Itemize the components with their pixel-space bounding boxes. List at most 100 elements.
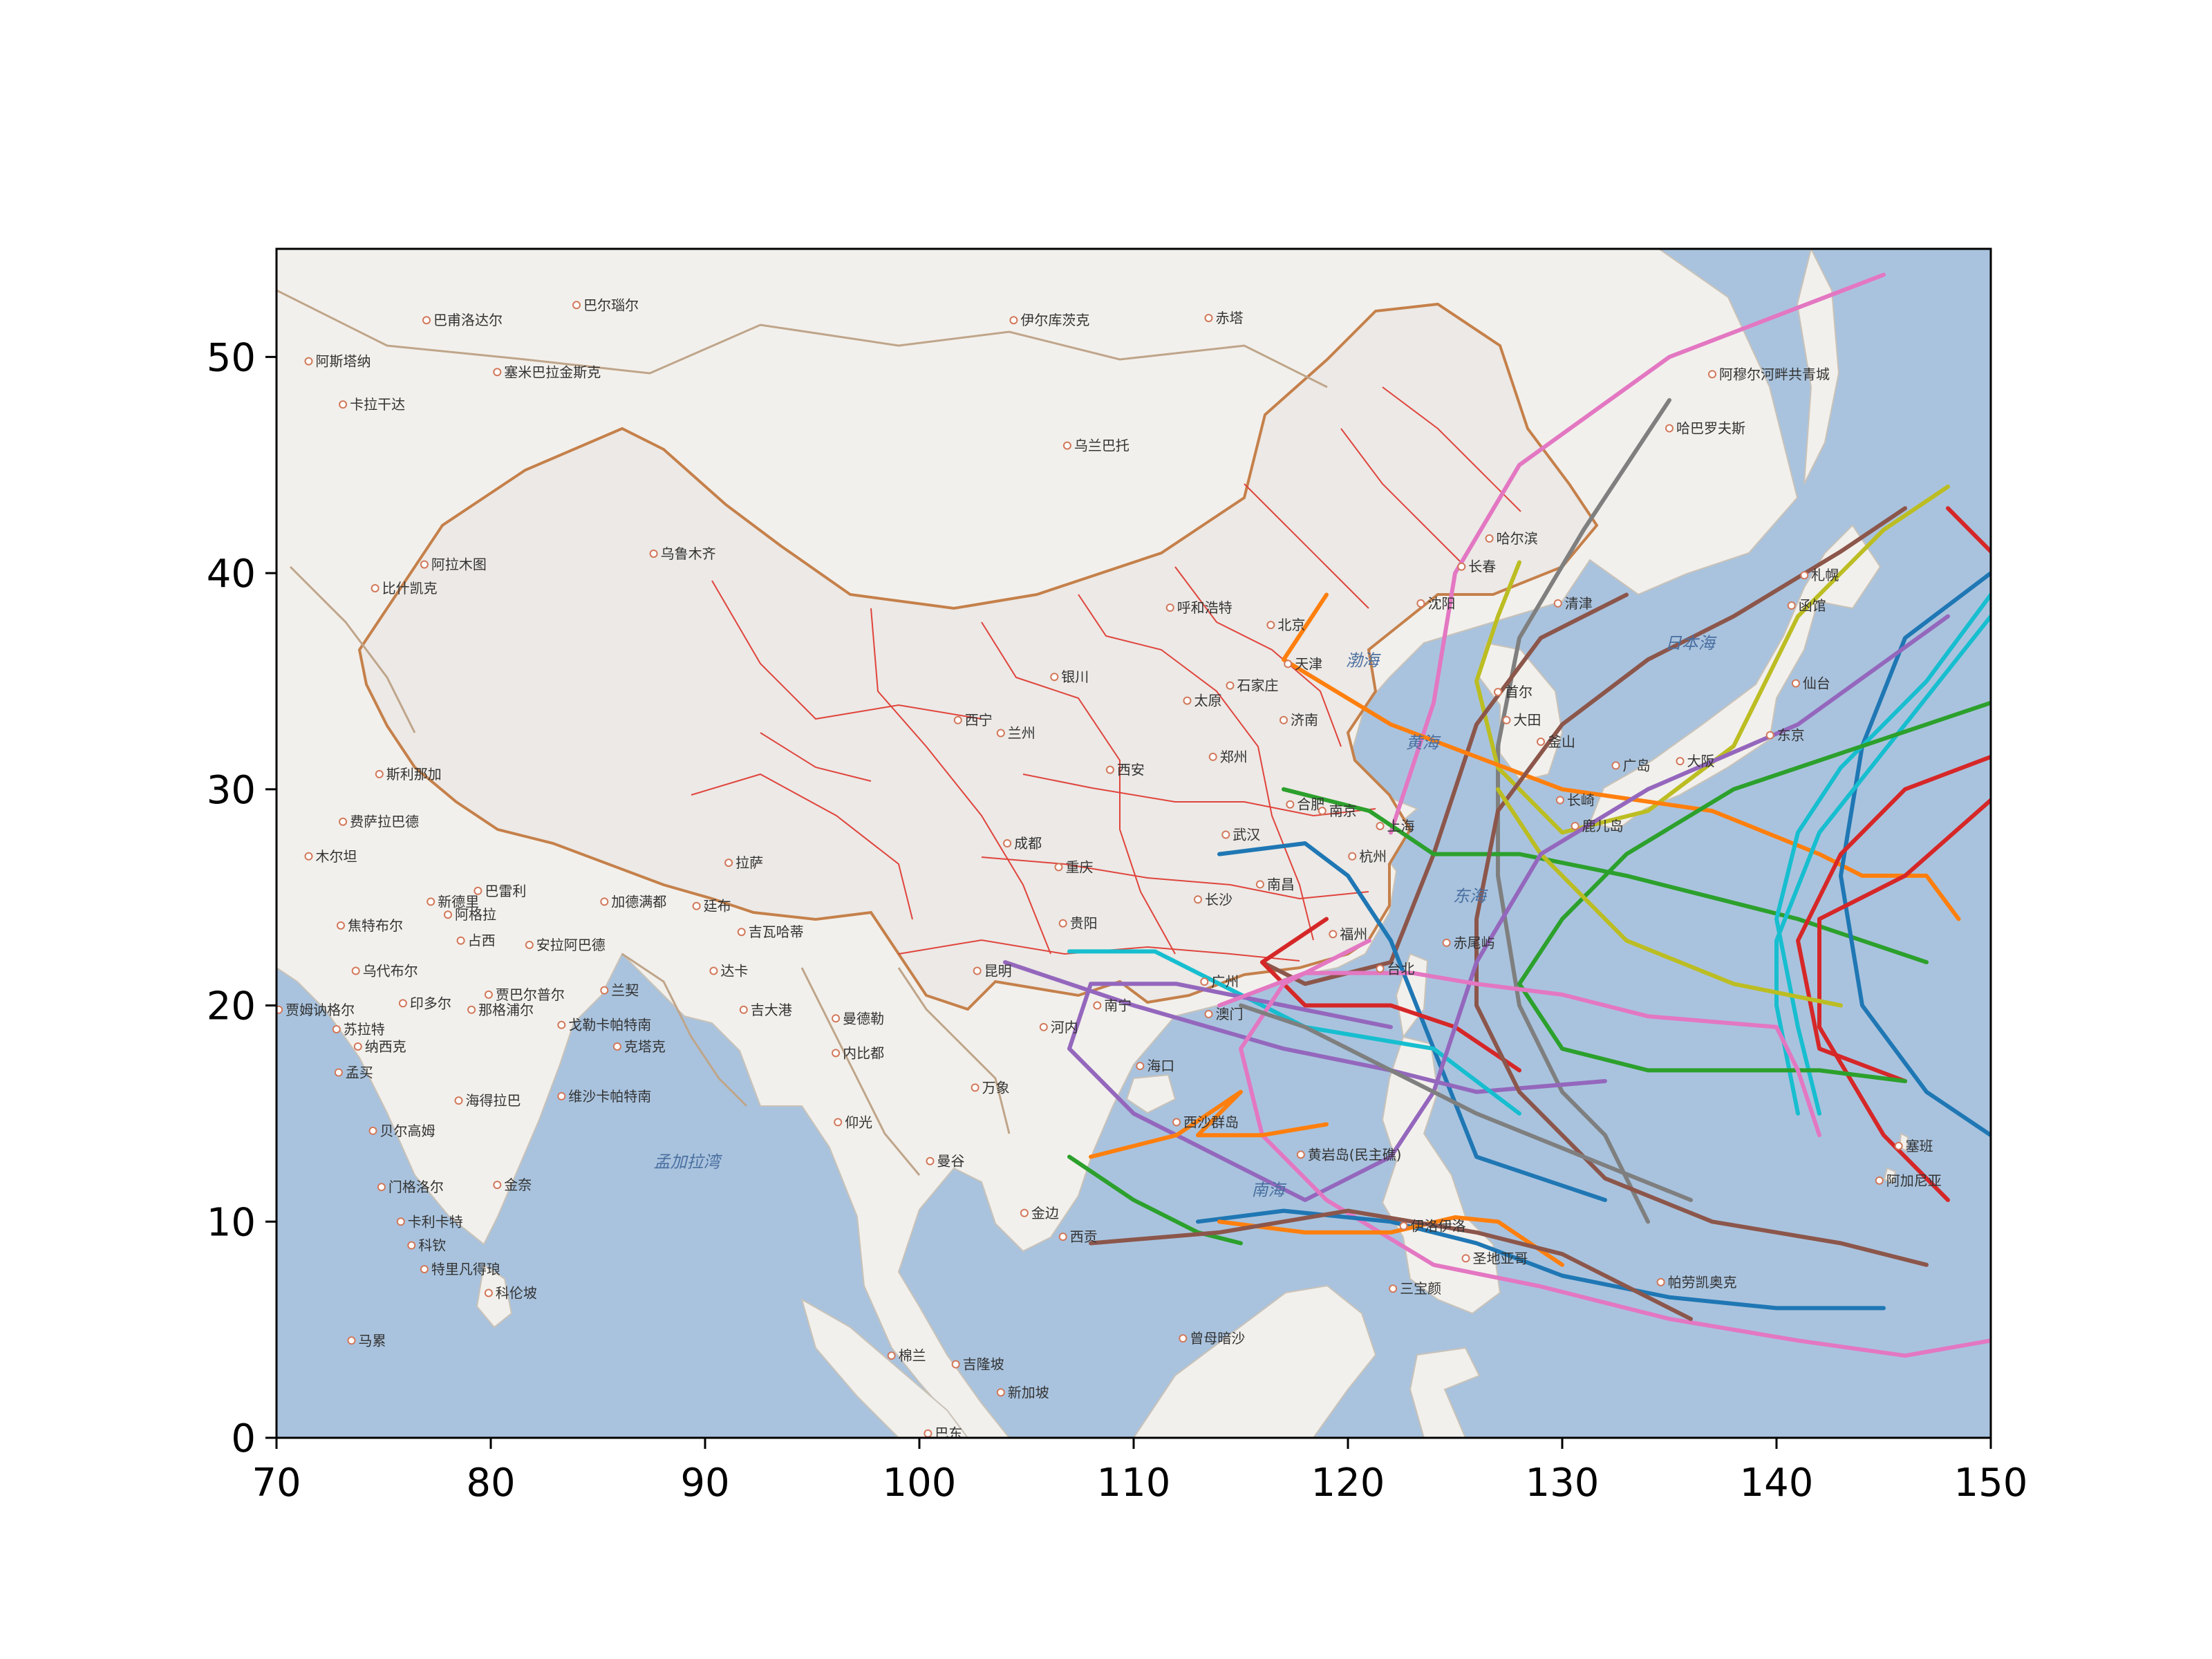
city-label: 乌代布尔 bbox=[363, 963, 418, 980]
city-label: 伊洛伊洛 bbox=[1411, 1218, 1466, 1235]
typhoon-track-9 bbox=[1067, 949, 1521, 1116]
city-marker bbox=[371, 583, 379, 592]
x-axis: 70 80 90 100 110 120 130 140 150 bbox=[252, 1438, 2027, 1506]
typhoon-track-10 bbox=[1260, 917, 1521, 1073]
city-label: 马累 bbox=[359, 1332, 386, 1349]
city-marker bbox=[973, 966, 982, 975]
city-marker bbox=[1318, 807, 1327, 816]
city-label: 金奈 bbox=[504, 1177, 532, 1193]
typhoon-track-1 bbox=[1389, 272, 1886, 835]
city-label: 内比都 bbox=[843, 1044, 884, 1061]
city-label: 南昌 bbox=[1267, 876, 1295, 892]
city-label: 科钦 bbox=[418, 1237, 446, 1254]
city-label: 廷布 bbox=[704, 898, 731, 915]
city-label: 台北 bbox=[1387, 960, 1415, 977]
city-marker bbox=[1329, 930, 1338, 939]
city-marker bbox=[1461, 1254, 1470, 1263]
city-marker bbox=[339, 400, 348, 409]
city-label: 广岛 bbox=[1623, 757, 1651, 774]
city-marker bbox=[649, 549, 658, 558]
philippines-landmass bbox=[1381, 1035, 1501, 1315]
city-marker bbox=[1221, 830, 1230, 839]
sea-label: 南海 bbox=[1252, 1181, 1287, 1200]
city-label: 加德满都 bbox=[611, 893, 666, 910]
city-marker bbox=[1208, 752, 1217, 761]
city-marker bbox=[1894, 1141, 1903, 1150]
typhoon-track-28 bbox=[1239, 1003, 1693, 1202]
city-marker bbox=[834, 1118, 843, 1127]
city-label: 西安 bbox=[1117, 762, 1145, 778]
city-label: 昆明 bbox=[984, 963, 1012, 980]
typhoon-track-11 bbox=[1839, 571, 1991, 1138]
typhoon-track-17 bbox=[1517, 700, 1991, 1083]
city-marker bbox=[1194, 895, 1202, 904]
city-label: 函馆 bbox=[1799, 597, 1826, 614]
city-marker bbox=[396, 1217, 405, 1226]
city-marker bbox=[1165, 603, 1174, 612]
city-marker bbox=[692, 901, 701, 910]
city-marker bbox=[398, 999, 407, 1008]
city-label: 维沙卡帕特南 bbox=[568, 1088, 651, 1105]
typhoon-track-3 bbox=[1474, 485, 1950, 835]
city-marker bbox=[1200, 977, 1209, 986]
city-marker bbox=[1800, 571, 1809, 580]
city-label: 石家庄 bbox=[1237, 677, 1279, 694]
city-label: 巴雷利 bbox=[485, 883, 526, 899]
typhoon-track-20 bbox=[1496, 787, 1843, 1008]
city-label: 济南 bbox=[1291, 712, 1318, 729]
city-label: 乌鲁木齐 bbox=[661, 545, 716, 562]
city-marker bbox=[1009, 316, 1018, 325]
city-label: 达卡 bbox=[720, 963, 748, 980]
city-label: 西沙群岛 bbox=[1183, 1114, 1239, 1130]
city-label: 海口 bbox=[1147, 1058, 1174, 1074]
city-label: 清津 bbox=[1565, 595, 1593, 612]
city-marker bbox=[996, 729, 1005, 738]
city-label: 哈尔滨 bbox=[1497, 530, 1538, 547]
city-label: 贾姆讷格尔 bbox=[285, 1002, 355, 1018]
y-tick-label: 10 bbox=[207, 1200, 256, 1245]
city-marker bbox=[1389, 1284, 1398, 1293]
national-borders bbox=[276, 289, 1328, 1176]
city-label: 曾母暗沙 bbox=[1190, 1330, 1245, 1347]
city-label: 新德里 bbox=[438, 893, 479, 910]
city-label: 费萨拉巴德 bbox=[350, 814, 419, 830]
city-marker bbox=[1348, 852, 1357, 861]
typhoon-track-14 bbox=[1817, 798, 1991, 1202]
city-marker bbox=[444, 910, 452, 919]
sakhalin-landmass bbox=[1796, 249, 1840, 485]
hainan-landmass bbox=[1125, 1074, 1177, 1114]
typhoon-track-24 bbox=[1196, 1208, 1886, 1311]
city-label: 那格浦尔 bbox=[478, 1002, 534, 1018]
city-label: 卡拉干达 bbox=[350, 396, 405, 413]
city-label: 乌兰巴托 bbox=[1074, 438, 1130, 454]
city-label: 赤塔 bbox=[1216, 310, 1244, 326]
city-marker bbox=[996, 1388, 1005, 1397]
city-label: 阿穆尔河畔共青城 bbox=[1719, 366, 1830, 382]
city-marker bbox=[454, 1096, 463, 1105]
sea-label: 渤海 bbox=[1346, 651, 1381, 671]
city-label: 南宁 bbox=[1104, 997, 1132, 1014]
city-label: 仙台 bbox=[1803, 675, 1830, 692]
city-label: 塞米巴拉金斯克 bbox=[504, 364, 601, 380]
city-marker bbox=[1093, 1001, 1102, 1010]
city-marker bbox=[1416, 599, 1425, 608]
typhoon-track-23 bbox=[1217, 971, 1821, 1138]
city-label: 首尔 bbox=[1505, 684, 1533, 700]
city-marker bbox=[557, 1091, 566, 1100]
city-label: 三宝颜 bbox=[1400, 1280, 1441, 1297]
city-label: 木尔坦 bbox=[316, 848, 357, 865]
city-marker bbox=[332, 1024, 341, 1033]
city-marker bbox=[484, 1288, 493, 1297]
city-marker bbox=[422, 316, 431, 325]
city-marker bbox=[1571, 821, 1580, 830]
typhoon-track-12 bbox=[1946, 506, 1991, 554]
city-label: 阿加尼亚 bbox=[1886, 1172, 1942, 1189]
city-marker bbox=[953, 715, 962, 724]
city-label: 斯利那加 bbox=[386, 766, 442, 782]
city-marker bbox=[739, 1005, 748, 1014]
city-marker bbox=[1611, 761, 1620, 770]
city-label: 孟买 bbox=[346, 1064, 373, 1080]
city-label: 阿格拉 bbox=[455, 906, 496, 923]
city-marker bbox=[951, 1360, 960, 1369]
